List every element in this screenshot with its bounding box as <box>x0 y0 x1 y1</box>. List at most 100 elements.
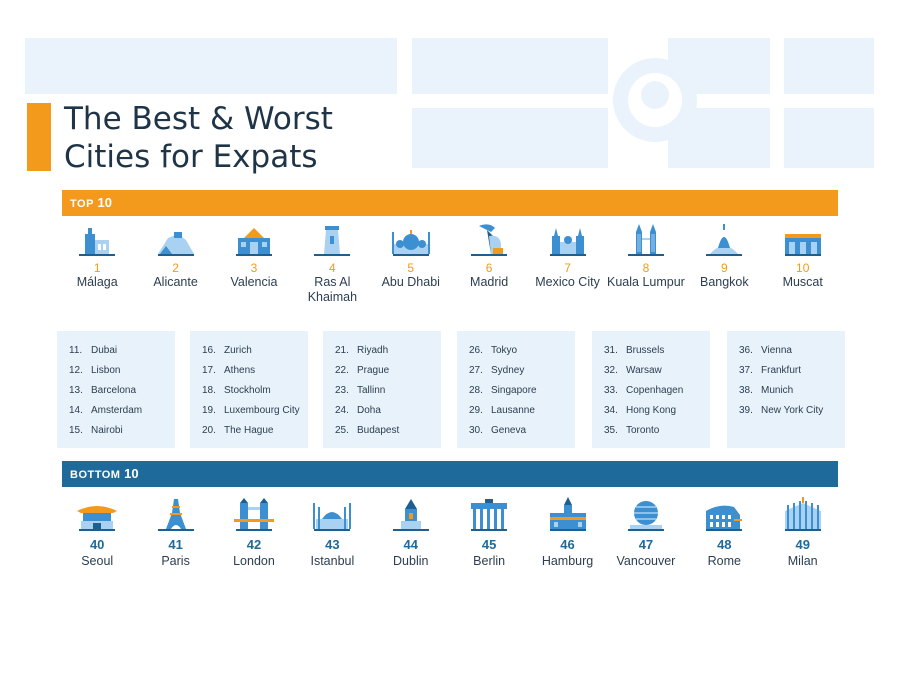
ranking-city: Tokyo <box>491 345 518 356</box>
ranking-number: 18. <box>202 385 216 396</box>
tower-bridge-icon <box>233 498 274 531</box>
ranking-city: Athens <box>224 365 256 376</box>
brandenburg-gate-icon <box>471 499 508 531</box>
city-name: Abu Dhabi <box>381 275 440 289</box>
city-name: Mexico City <box>535 275 600 289</box>
city-item: 40 Seoul <box>58 495 136 569</box>
city-item: 5 Abu Dhabi <box>372 220 450 305</box>
ranking-box: 16. Zurich 17. Athens 18. Stockholm 19. Luxembo… <box>190 331 308 448</box>
ranking-city: The Hague <box>224 425 274 436</box>
city-name: Milan <box>787 554 818 568</box>
ranking-item: 32. Warsaw <box>604 361 710 381</box>
city-rank: 44 <box>403 537 418 552</box>
ranking-number: 37. <box>739 365 753 376</box>
ranking-city: Munich <box>761 385 794 396</box>
ranking-city: Barcelona <box>91 385 137 396</box>
city-rank: 43 <box>325 537 340 552</box>
ranking-city: Riyadh <box>357 345 389 356</box>
title-line-1: The Best & Worst <box>64 101 333 137</box>
city-item: 41 Paris <box>136 495 214 569</box>
ranking-city: Zurich <box>224 345 252 356</box>
city-rank: 1 <box>93 261 101 275</box>
ranking-item: 20. The Hague <box>202 421 308 441</box>
city-rank: 5 <box>407 261 415 275</box>
ranking-item: 26. Tokyo <box>469 341 575 361</box>
ranking-number: 23. <box>335 385 349 396</box>
ranking-city: Budapest <box>357 425 400 436</box>
city-rank: 9 <box>720 261 728 275</box>
bottom-band-number: 10 <box>124 466 139 481</box>
city-rank: 10 <box>796 261 810 275</box>
title-line-2: Cities for Expats <box>64 139 318 175</box>
city-name: Bangkok <box>699 275 749 289</box>
ranking-item: 27. Sydney <box>469 361 575 381</box>
ranking-city: Sydney <box>491 365 525 376</box>
top-10-band: TOP 10 <box>62 190 838 216</box>
city-rank: 40 <box>89 537 105 552</box>
ranking-item: 14. Amsterdam <box>69 401 175 421</box>
eiffel-tower-icon <box>157 499 194 531</box>
ranking-city: Copenhagen <box>626 385 684 396</box>
city-item: 43 Istanbul <box>293 495 371 569</box>
ranking-number: 24. <box>335 405 349 416</box>
ranking-item: 35. Toronto <box>604 421 710 441</box>
dublin-church-icon <box>392 499 429 531</box>
mexico-city-cathedral-icon <box>549 228 586 256</box>
ranking-city: Toronto <box>626 425 660 436</box>
ranking-city: Dubai <box>91 345 118 356</box>
ranking-city: Frankfurt <box>761 365 802 376</box>
city-rank: 48 <box>717 537 732 552</box>
ranking-number: 36. <box>739 345 753 356</box>
ranking-city: Nairobi <box>91 425 123 436</box>
vancouver-science-world-icon <box>627 501 664 531</box>
city-rank: 42 <box>246 537 262 552</box>
city-rank: 6 <box>485 261 493 275</box>
city-name: Madrid <box>470 275 509 289</box>
city-name: Kuala Lumpur <box>607 275 685 289</box>
ranking-number: 35. <box>604 425 618 436</box>
ranking-city: Amsterdam <box>91 405 143 416</box>
city-rank: 7 <box>564 261 571 275</box>
colosseum-icon <box>706 505 743 531</box>
ranking-item: 24. Doha <box>335 401 441 421</box>
city-name: Istanbul <box>310 554 355 568</box>
seoul-gate-icon <box>77 506 118 531</box>
ranking-number: 38. <box>739 385 753 396</box>
city-name: London <box>233 554 275 568</box>
milan-cathedral-icon <box>784 497 821 531</box>
city-name: Seoul <box>81 554 114 568</box>
ranking-city: Luxembourg City <box>224 405 300 416</box>
ranking-box: 11. Dubai 12. Lisbon 13. Barcelona 14. Amsterda… <box>57 331 175 448</box>
city-rank: 4 <box>329 261 336 275</box>
ranking-city: Vienna <box>761 345 792 356</box>
ranking-city: Singapore <box>491 385 537 396</box>
city-name: Málaga <box>76 275 118 289</box>
city-name: Berlin <box>473 554 506 568</box>
ranking-city: Warsaw <box>626 365 662 376</box>
ranking-item: 19. Luxembourg City <box>202 401 308 421</box>
city-item: 42 London <box>215 495 293 569</box>
ranking-number: 15. <box>69 425 83 436</box>
city-name: Hamburg <box>541 554 594 568</box>
abu-dhabi-mosque-icon <box>391 230 430 256</box>
ranking-number: 30. <box>469 425 483 436</box>
ranking-number: 13. <box>69 385 83 396</box>
bottom-band-label: BOTTOM <box>70 469 121 481</box>
valencia-building-icon <box>235 228 272 256</box>
ranking-number: 17. <box>202 365 216 376</box>
ranking-item: 13. Barcelona <box>69 381 175 401</box>
top-10-row: 1 Málaga 2 Alicante 3 Valencia 4 Ras Al Khaimah… <box>58 220 842 305</box>
ras-al-khaimah-tower-icon <box>314 226 351 256</box>
title-accent-bar <box>27 103 51 171</box>
ranking-item: 17. Athens <box>202 361 308 381</box>
ranking-number: 31. <box>604 345 618 356</box>
ranking-item: 21. Riyadh <box>335 341 441 361</box>
city-item: 7 Mexico City <box>528 220 606 305</box>
city-name: Paris <box>161 554 190 568</box>
ranking-number: 21. <box>335 345 349 356</box>
city-rank: 46 <box>560 537 575 552</box>
city-name: Valencia <box>230 275 278 289</box>
ranking-item: 39. New York City <box>739 401 845 421</box>
city-rank: 47 <box>638 537 654 552</box>
ranking-item: 12. Lisbon <box>69 361 175 381</box>
